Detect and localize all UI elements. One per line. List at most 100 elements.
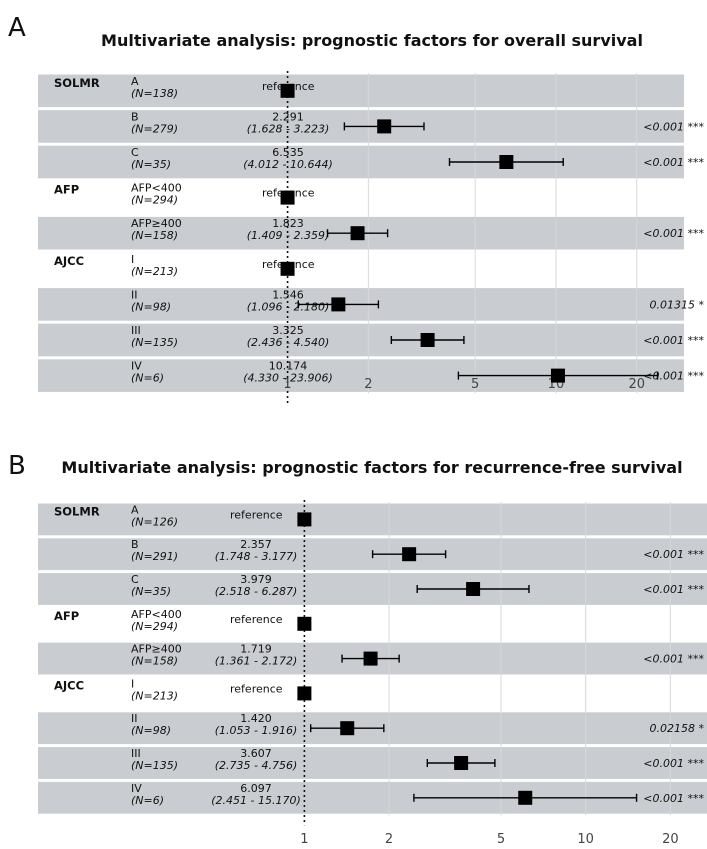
tick-label: 2 xyxy=(385,832,393,845)
n-label: (N=126) xyxy=(131,515,178,528)
level-label: IV xyxy=(131,782,142,795)
row-band xyxy=(38,573,707,605)
estimate-label: 6.097 xyxy=(240,782,272,795)
table-row: AFP≥400(N=158) 1.719(1.361 - 2.172) <0.001… xyxy=(131,643,704,668)
n-label: (N=6) xyxy=(131,372,164,385)
table-row: IV(N=6) 6.097(2.451 - 15.170) <0.001 *** xyxy=(131,782,704,807)
n-label: (N=213) xyxy=(131,689,178,702)
row-band xyxy=(38,503,707,536)
chart-title: Multivariate analysis: prognostic factor… xyxy=(101,31,643,50)
tick-label: 20 xyxy=(628,377,645,392)
n-label: (N=6) xyxy=(131,794,164,807)
estimate-label: 2.291 xyxy=(272,110,304,123)
p-value-label: <0.001 *** xyxy=(643,156,704,169)
n-label: (N=158) xyxy=(131,655,178,668)
table-row: C(N=35) 6.535(4.012 - 10.644) <0.001 *** xyxy=(131,146,704,171)
row-band xyxy=(38,74,684,108)
tick-label: 1 xyxy=(300,832,308,845)
panel-letter: B xyxy=(8,451,26,481)
level-label: AFP≥400 xyxy=(131,217,182,230)
estimate-label: 1.420 xyxy=(240,712,272,725)
n-label: (N=135) xyxy=(131,759,178,772)
table-row: III(N=135) 3.325(2.436 - 4.540) <0.001 *** xyxy=(131,324,704,349)
hazard-ratio-point xyxy=(297,512,312,527)
p-value-label: <0.001 *** xyxy=(643,583,704,596)
n-label: (N=279) xyxy=(131,122,178,135)
p-value-label: 0.02158 * xyxy=(650,722,705,735)
table-row: III(N=135) 3.607(2.735 - 4.756) <0.001 *** xyxy=(131,747,704,772)
p-value-label: <0.001 *** xyxy=(643,334,704,347)
n-label: (N=138) xyxy=(131,87,178,100)
tick-label: 5 xyxy=(471,377,479,392)
n-label: (N=98) xyxy=(131,724,171,737)
tick-label: 1 xyxy=(283,377,291,392)
ci-label: (2.518 - 6.287) xyxy=(215,585,298,598)
estimate-label: 1.719 xyxy=(240,643,272,656)
hazard-ratio-point xyxy=(454,756,469,770)
hazard-ratio-point xyxy=(499,155,514,169)
estimate-label: 6.535 xyxy=(272,146,304,159)
table-row: B(N=291) 2.357(1.748 - 3.177) <0.001 *** xyxy=(131,538,704,563)
level-label: AFP≥400 xyxy=(131,643,182,656)
ci-label: (2.451 - 15.170) xyxy=(211,794,301,807)
estimate-label: 1.546 xyxy=(272,288,304,301)
tick-label: 10 xyxy=(577,832,594,845)
p-value-label: <0.001 *** xyxy=(643,370,704,383)
tick-label: 5 xyxy=(497,832,505,845)
level-label: II xyxy=(131,712,138,725)
hazard-ratio-point xyxy=(280,83,295,98)
p-value-label: <0.001 *** xyxy=(643,757,704,770)
panel-b: B Multivariate analysis: prognostic facto… xyxy=(8,451,707,847)
table-row: SOLMR A(N=126) reference xyxy=(54,503,312,528)
level-label: IV xyxy=(131,360,142,373)
n-label: (N=213) xyxy=(131,265,178,278)
hazard-ratio-point xyxy=(297,616,312,631)
variable-label: SOLMR xyxy=(54,76,100,90)
level-label: III xyxy=(131,747,141,760)
level-label: A xyxy=(131,503,139,516)
hazard-ratio-point xyxy=(280,190,295,205)
estimate-label: reference xyxy=(230,682,283,695)
level-label: A xyxy=(131,75,139,88)
tick-label: 2 xyxy=(364,377,372,392)
estimate-label: 3.979 xyxy=(240,573,272,586)
hazard-ratio-point xyxy=(363,651,378,666)
hazard-ratio-point xyxy=(518,790,533,805)
n-label: (N=135) xyxy=(131,336,178,349)
n-label: (N=291) xyxy=(131,550,178,563)
estimate-label: 3.607 xyxy=(240,747,272,760)
variable-label: AJCC xyxy=(54,678,84,692)
estimate-label: 3.325 xyxy=(272,324,304,337)
n-label: (N=98) xyxy=(131,300,171,313)
row-band xyxy=(38,747,707,779)
table-row: AJCC I(N=213) reference xyxy=(54,677,312,702)
table-row: II(N=98) 1.546(1.096 - 2.180) 0.01315 * xyxy=(131,288,705,313)
ci-label: (1.361 - 2.172) xyxy=(215,655,298,668)
estimate-label: 10.174 xyxy=(269,360,308,373)
table-row: B(N=279) 2.291(1.628 - 3.223) <0.001 *** xyxy=(131,110,704,135)
estimate-label: 1.823 xyxy=(272,217,304,230)
level-label: C xyxy=(131,573,139,586)
ci-label: (1.748 - 3.177) xyxy=(215,550,298,563)
panel-a: A Multivariate analysis: prognostic facto… xyxy=(8,13,705,404)
ci-label: (2.436 - 4.540) xyxy=(247,336,330,349)
hazard-ratio-point xyxy=(331,297,346,312)
estimate-label: reference xyxy=(230,508,283,521)
level-label: B xyxy=(131,538,139,551)
variable-label: AFP xyxy=(54,183,79,197)
p-value-label: <0.001 *** xyxy=(643,653,704,666)
variable-label: AFP xyxy=(54,609,79,623)
level-label: I xyxy=(131,253,134,266)
level-label: I xyxy=(131,677,134,690)
ci-label: (2.735 - 4.756) xyxy=(215,759,298,772)
hazard-ratio-point xyxy=(340,721,355,736)
level-label: C xyxy=(131,146,139,159)
p-value-label: 0.01315 * xyxy=(650,298,705,311)
hazard-ratio-point xyxy=(402,547,417,562)
p-value-label: <0.001 *** xyxy=(643,548,704,561)
variable-label: SOLMR xyxy=(54,504,100,518)
